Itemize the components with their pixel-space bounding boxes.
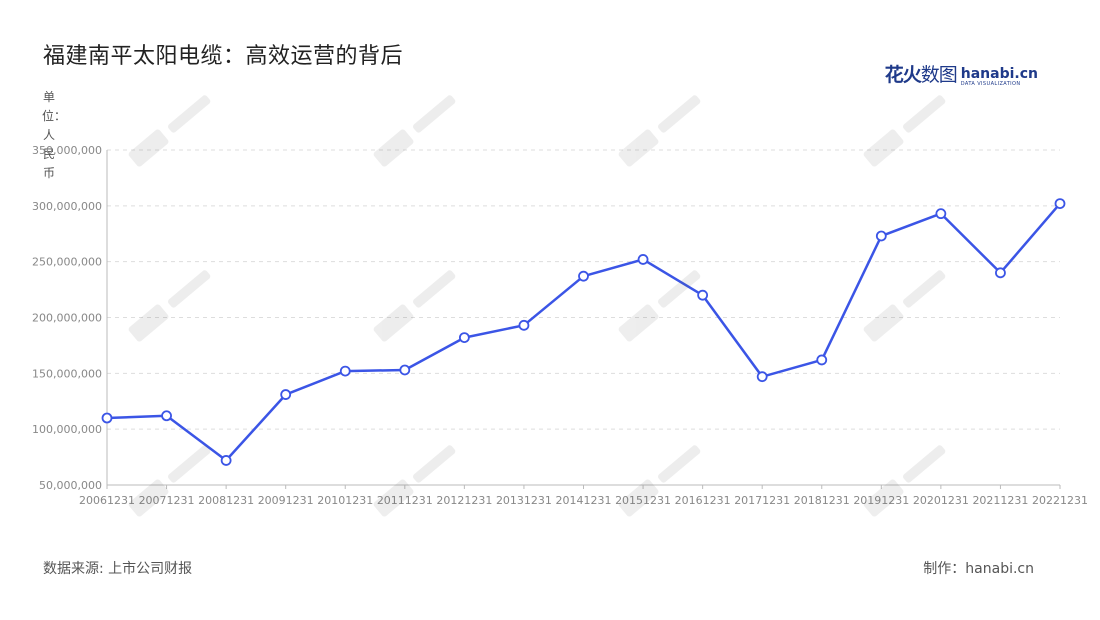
data-point [756, 371, 768, 383]
data-point [101, 412, 113, 424]
x-tick-label: 20211231 [972, 494, 1028, 507]
data-point [637, 254, 649, 265]
data-point [995, 267, 1006, 279]
maker-credit: 制作：hanabi.cn [923, 561, 1034, 577]
data-point [935, 208, 947, 220]
x-tick-label: 20221231 [1032, 494, 1088, 507]
x-tick-label: 20161231 [675, 494, 731, 507]
x-tick-label: 20111231 [377, 494, 433, 507]
x-tick-label: 20201231 [913, 494, 969, 507]
data-point [280, 389, 292, 400]
x-tick-label: 20101231 [317, 494, 373, 507]
y-tick-label: 350,000,000 [32, 144, 102, 157]
data-point [1054, 198, 1066, 210]
x-tick-label: 20181231 [794, 494, 850, 507]
logo-cn-thin: 数图 [920, 64, 958, 86]
logo-cn: 花火数图 [884, 60, 958, 87]
x-tick-label: 20121231 [436, 494, 492, 507]
x-tick-label: 20141231 [556, 494, 612, 507]
y-tick-label: 100,000,000 [32, 423, 102, 436]
x-tick-label: 20171231 [734, 494, 790, 507]
brand-logo: 花火数图 hanabi.cn DATA VISUALIZATION [885, 60, 1038, 87]
x-tick-label: 20081231 [198, 494, 254, 507]
y-tick-label: 150,000,000 [32, 367, 102, 380]
x-tick-label: 20151231 [615, 494, 671, 507]
data-source: 数据来源: 上市公司财报 [43, 561, 193, 577]
data-point [875, 230, 887, 242]
logo-cn-bold: 花火 [884, 64, 922, 86]
x-tick-label: 20131231 [496, 494, 552, 507]
data-point [220, 455, 232, 466]
data-point [518, 319, 530, 331]
x-tick-label: 20191231 [853, 494, 909, 507]
data-point [399, 364, 411, 376]
y-tick-label: 300,000,000 [32, 200, 102, 213]
logo-en-sub: DATA VISUALIZATION [960, 81, 1021, 87]
chart-title: 福建南平太阳电缆：高效运营的背后 [43, 44, 404, 69]
data-point [339, 365, 351, 377]
x-tick-label: 20071231 [139, 494, 195, 507]
x-tick-label: 20061231 [79, 494, 135, 507]
y-tick-label: 50,000,000 [39, 479, 102, 492]
logo-en-main: hanabi.cn [960, 66, 1038, 82]
y-tick-label: 200,000,000 [32, 312, 102, 325]
data-point [697, 289, 709, 301]
data-point [816, 354, 828, 366]
y-axis-unit-label: 单位：人民币 [42, 90, 67, 180]
data-point [161, 410, 172, 422]
data-point [458, 332, 470, 344]
y-tick-label: 250,000,000 [32, 256, 102, 269]
x-tick-label: 20091231 [258, 494, 314, 507]
logo-en: hanabi.cn DATA VISUALIZATION [961, 67, 1038, 87]
data-point [578, 270, 589, 282]
series-line [106, 202, 1061, 462]
